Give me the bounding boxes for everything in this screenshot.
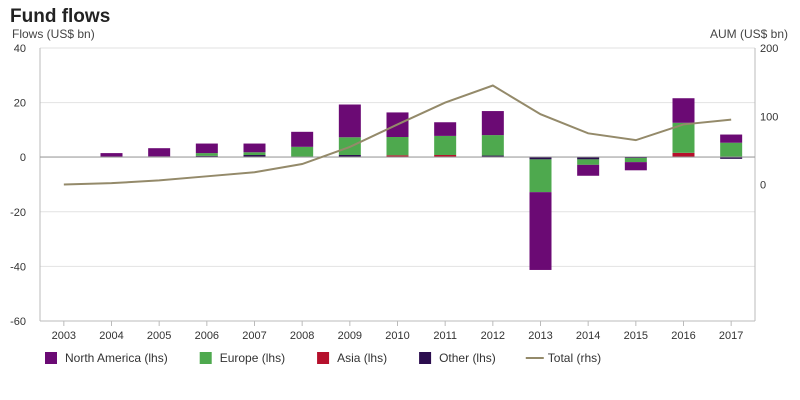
- x-tick-label: 2005: [147, 330, 171, 342]
- y-tick-label-right: 100: [760, 111, 778, 123]
- y-tick-label-left: -40: [10, 261, 26, 273]
- bar-north-america: [434, 122, 457, 136]
- x-tick-label: 2004: [99, 330, 123, 342]
- y-tick-label-left: 0: [20, 152, 26, 164]
- bar-europe: [672, 122, 695, 153]
- legend-label-north-america: North America (lhs): [65, 351, 168, 365]
- legend-label-other: Other (lhs): [439, 351, 496, 365]
- bar-europe: [243, 152, 266, 156]
- x-tick-label: 2010: [385, 330, 409, 342]
- legend-swatch-europe: [199, 352, 212, 364]
- bar-europe: [720, 142, 743, 158]
- bar-north-america: [672, 98, 695, 123]
- bar-other: [338, 155, 361, 158]
- bar-north-america: [148, 148, 171, 157]
- x-tick-label: 2014: [576, 330, 600, 342]
- bar-europe: [577, 159, 600, 165]
- bar-europe: [624, 158, 647, 163]
- x-tick-label: 2015: [624, 330, 648, 342]
- bar-other: [529, 157, 552, 160]
- y-tick-label-left: 40: [14, 43, 26, 55]
- legend-swatch-asia: [317, 352, 330, 364]
- x-tick-label: 2009: [338, 330, 362, 342]
- legend-label-europe: Europe (lhs): [220, 351, 285, 365]
- y-tick-label-right: 0: [760, 180, 766, 192]
- bar-europe: [481, 135, 504, 156]
- x-tick-label: 2017: [719, 330, 743, 342]
- bar-other: [720, 157, 743, 159]
- x-tick-label: 2011: [433, 330, 457, 342]
- legend-swatch-north-america: [45, 352, 57, 364]
- y-axis-right-label: AUM (US$ bn): [709, 27, 788, 41]
- bar-north-america: [243, 143, 266, 153]
- x-tick-label: 2003: [52, 330, 76, 342]
- bar-north-america: [338, 104, 361, 138]
- y-tick-label-left: -60: [10, 316, 26, 328]
- bar-other: [577, 157, 600, 160]
- legend-swatch-other: [419, 352, 432, 364]
- chart-title: Fund flows: [10, 6, 111, 27]
- x-tick-label: 2012: [481, 330, 505, 342]
- bar-north-america: [529, 192, 552, 270]
- legend-label-total: Total (rhs): [548, 351, 601, 365]
- bar-europe: [434, 135, 457, 156]
- bar-north-america: [577, 164, 600, 176]
- y-tick-label-left: -20: [10, 207, 26, 219]
- legend-label-asia: Asia (lhs): [337, 351, 387, 365]
- bar-asia: [672, 152, 695, 158]
- y-tick-label-right: 200: [760, 43, 778, 55]
- x-tick-label: 2008: [290, 330, 314, 342]
- bar-europe: [529, 159, 552, 193]
- bar-other: [243, 155, 266, 158]
- bar-north-america: [195, 143, 218, 154]
- bar-europe: [291, 146, 314, 158]
- line-total: [63, 84, 732, 186]
- bar-north-america: [291, 131, 314, 147]
- bar-other: [624, 157, 647, 159]
- bar-europe: [195, 153, 218, 156]
- bar-europe: [386, 136, 409, 156]
- bar-north-america: [720, 134, 743, 143]
- bar-north-america: [481, 111, 504, 136]
- y-axis-left-label: Flows (US$ bn): [12, 27, 95, 41]
- x-tick-label: 2006: [195, 330, 219, 342]
- bar-asia: [386, 155, 409, 158]
- bar-asia: [434, 155, 457, 158]
- y-tick-label-left: 20: [14, 98, 26, 110]
- bar-north-america: [100, 153, 123, 157]
- bar-north-america: [624, 162, 647, 171]
- x-tick-label: 2016: [671, 330, 695, 342]
- bar-other: [481, 155, 504, 158]
- x-tick-label: 2013: [528, 330, 552, 342]
- x-tick-label: 2007: [242, 330, 266, 342]
